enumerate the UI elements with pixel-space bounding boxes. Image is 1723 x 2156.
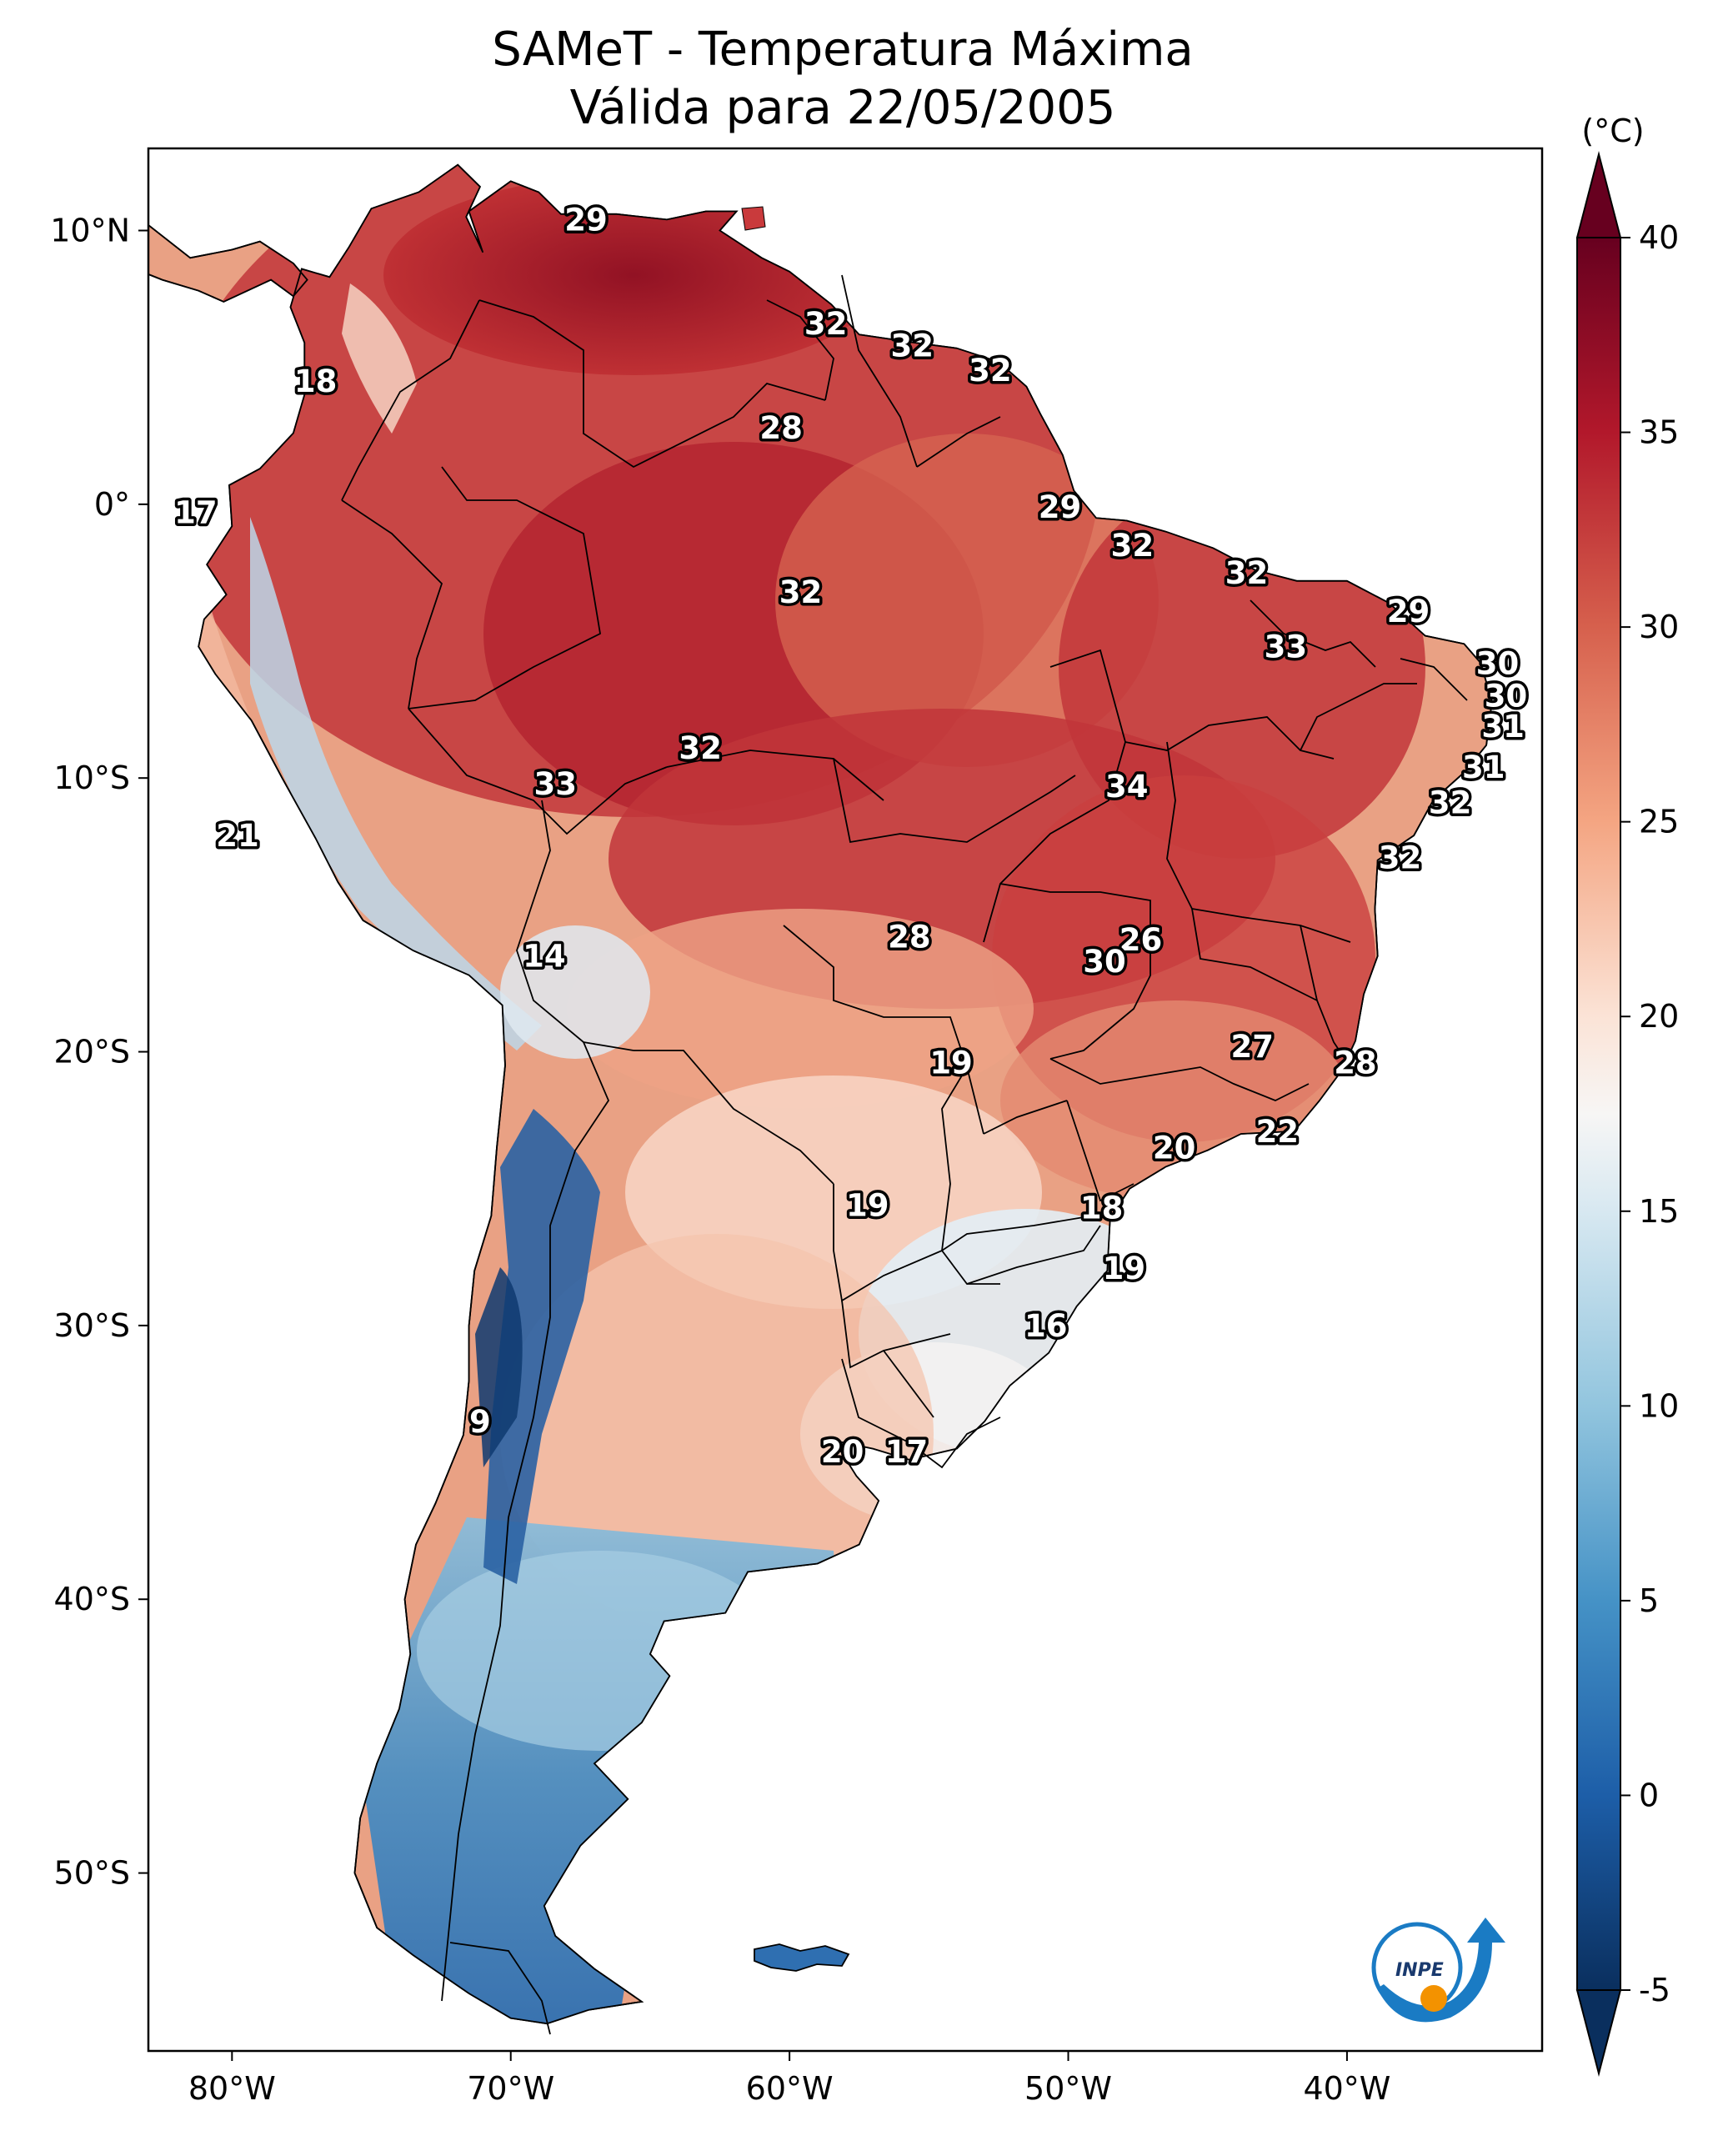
trinidad-island	[741, 206, 766, 231]
temperature-label: 28	[888, 920, 931, 955]
temperature-label: 33	[533, 766, 577, 802]
temperature-label: 17	[174, 495, 218, 531]
temperature-label: 33	[1265, 629, 1308, 665]
colorbar-extend-max	[1575, 151, 1622, 238]
colorbar-tick-label: 35	[1639, 414, 1679, 451]
temperature-label: 18	[294, 364, 338, 399]
country-borders	[341, 274, 1468, 2035]
temperature-label: 32	[969, 353, 1012, 389]
temperature-label: 17	[885, 1434, 929, 1470]
temperature-label: 29	[1039, 489, 1082, 525]
falkland-islands	[754, 1943, 850, 1972]
temperature-label: 32	[804, 306, 848, 342]
temperature-label: 32	[779, 574, 823, 610]
temperature-label: 21	[216, 818, 259, 854]
map-frame	[147, 147, 1544, 2053]
temperature-label: 31	[1462, 750, 1505, 785]
lat-tick-label: 40°S	[54, 1581, 130, 1617]
colorbar-ticks: -5 0 5 10 15 20 25 30 35 40	[1620, 219, 1679, 2008]
lat-tick-label: 10°S	[54, 760, 130, 796]
colorbar-tick-label: -5	[1639, 1972, 1670, 2008]
temperature-label: 31	[1481, 709, 1525, 745]
temperature-label: 30	[1485, 679, 1528, 714]
temperature-label: 32	[891, 328, 934, 364]
latitude-ticks: 10°N 0° 10°S 20°S 30°S 40°S 50°S	[50, 213, 148, 1892]
temperature-label: 34	[1105, 769, 1149, 805]
temperature-label: 30	[1476, 645, 1520, 681]
lon-tick-label: 60°W	[746, 2070, 834, 2107]
temperature-label: 29	[564, 202, 608, 238]
longitude-ticks: 80°W 70°W 60°W 50°W 40°W	[188, 2051, 1390, 2107]
temperature-label: 32	[1225, 555, 1269, 591]
temperature-label: 27	[1230, 1029, 1274, 1065]
temperature-label: 20	[821, 1434, 864, 1470]
lat-tick-label: 0°	[94, 486, 130, 523]
colorbar-tick-label: 20	[1639, 998, 1679, 1035]
lat-tick-label: 20°S	[54, 1034, 130, 1070]
logo-dot	[1420, 1985, 1447, 2012]
temperature-label: 16	[1024, 1308, 1068, 1344]
temperature-label: 22	[1256, 1114, 1300, 1150]
lon-tick-label: 80°W	[188, 2070, 276, 2107]
lat-tick-label: 50°S	[54, 1855, 130, 1892]
temperature-label: 9	[469, 1404, 491, 1440]
colorbar-tick-label: 5	[1639, 1582, 1659, 1619]
lat-tick-label: 30°S	[54, 1307, 130, 1344]
temperature-label: 32	[679, 730, 722, 766]
colorbar-extend-min	[1575, 1989, 1622, 2077]
lon-tick-label: 50°W	[1024, 2070, 1112, 2107]
map-title-line1: SAMeT - Temperatura Máxima	[492, 23, 1194, 77]
temperature-label: 19	[929, 1045, 973, 1081]
colorbar-tick-label: 10	[1639, 1387, 1679, 1424]
colorbar: (°C) -5 0 5 10 15 20 25 30 35 40	[1575, 113, 1679, 2077]
temperature-label: 29	[1387, 594, 1430, 629]
colorbar-tick-label: 25	[1639, 804, 1679, 840]
islands	[741, 206, 850, 1972]
temperature-label: 32	[1379, 840, 1422, 875]
colorbar-tick-label: 40	[1639, 219, 1679, 256]
temperature-label: 18	[1080, 1191, 1124, 1226]
lat-tick-label: 10°N	[50, 213, 130, 249]
temperature-label: 19	[1103, 1251, 1146, 1286]
temperature-label: 32	[1111, 528, 1155, 564]
lon-tick-label: 70°W	[467, 2070, 554, 2107]
temperature-label: 14	[523, 939, 566, 975]
colorbar-tick-label: 30	[1639, 609, 1679, 645]
temperature-label: 28	[759, 410, 803, 446]
temperature-label: 30	[1083, 944, 1126, 980]
map-title-line2: Válida para 22/05/2005	[570, 81, 1116, 135]
logo-text: INPE	[1395, 1960, 1444, 1981]
colorbar-tick-label: 15	[1639, 1193, 1679, 1230]
colorbar-body	[1576, 237, 1621, 1991]
colorbar-unit: (°C)	[1581, 113, 1644, 149]
temperature-label: 19	[846, 1187, 889, 1223]
temperature-label: 20	[1153, 1130, 1196, 1166]
colorbar-tick-label: 0	[1639, 1777, 1659, 1813]
temperature-label: 26	[1119, 922, 1163, 958]
lon-tick-label: 40°W	[1303, 2070, 1390, 2107]
inpe-logo: INPE	[1371, 1918, 1505, 2023]
logo-arrow-icon	[1377, 1918, 1505, 2023]
temperature-label: 28	[1334, 1045, 1377, 1081]
temperature-label: 32	[1429, 785, 1472, 821]
